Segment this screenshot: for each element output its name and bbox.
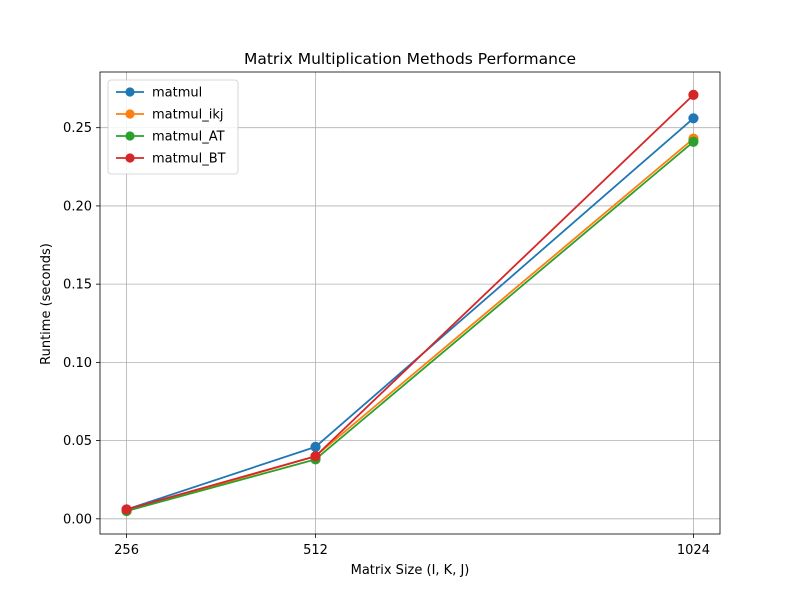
x-tick-label: 256 xyxy=(114,543,139,558)
legend-label-matmul: matmul xyxy=(152,86,202,101)
ticks: 256 512 1024 0.00 0.05 0.10 0.15 0.20 0.25 xyxy=(63,121,710,558)
plot-frame xyxy=(99,71,721,535)
y-tick-label: 0.05 xyxy=(63,434,92,449)
legend-item-matmul_BT: matmul_BT xyxy=(116,152,226,167)
legend-marker-matmul_ikj xyxy=(125,109,135,119)
data-point-matmul_AT xyxy=(688,136,699,147)
y-tick-label: 0.00 xyxy=(63,512,92,527)
y-axis-label: Runtime (seconds) xyxy=(39,243,54,365)
grid xyxy=(100,72,720,534)
y-tick-label: 0.25 xyxy=(63,121,92,136)
legend-marker-matmul_BT xyxy=(125,153,135,163)
series-matmul_ikj xyxy=(121,133,699,517)
chart-title: Matrix Multiplication Methods Performanc… xyxy=(244,50,576,68)
legend-box xyxy=(107,79,239,175)
series-layer xyxy=(121,89,699,517)
series-line-matmul_AT xyxy=(125,140,695,512)
series-matmul_BT xyxy=(121,89,699,515)
x-tick-label: 1024 xyxy=(677,543,710,558)
data-point-matmul_BT xyxy=(121,504,132,515)
data-point-matmul_BT xyxy=(688,89,699,100)
y-tick-label: 0.15 xyxy=(63,278,92,293)
data-point-matmul xyxy=(688,113,699,124)
data-point-matmul_BT xyxy=(310,451,321,462)
x-tick-label: 512 xyxy=(303,543,328,558)
legend-label-matmul_ikj: matmul_ikj xyxy=(152,108,224,123)
data-point-matmul xyxy=(310,441,321,452)
legend: matmul matmul_ikj matmul_AT matmul_BT xyxy=(107,79,239,175)
legend-item-matmul_ikj: matmul_ikj xyxy=(116,108,224,123)
series-matmul_AT xyxy=(121,136,699,517)
legend-label-matmul_AT: matmul_AT xyxy=(152,130,225,145)
legend-marker-matmul_AT xyxy=(125,131,135,141)
x-axis-label: Matrix Size (I, K, J) xyxy=(351,563,470,578)
series-line-matmul_ikj xyxy=(125,137,695,512)
legend-item-matmul: matmul xyxy=(116,86,202,101)
legend-marker-matmul xyxy=(125,87,135,97)
y-tick-label: 0.10 xyxy=(63,356,92,371)
legend-item-matmul_AT: matmul_AT xyxy=(116,130,225,145)
legend-label-matmul_BT: matmul_BT xyxy=(152,152,226,167)
axes xyxy=(99,71,721,535)
y-tick-label: 0.20 xyxy=(63,199,92,214)
